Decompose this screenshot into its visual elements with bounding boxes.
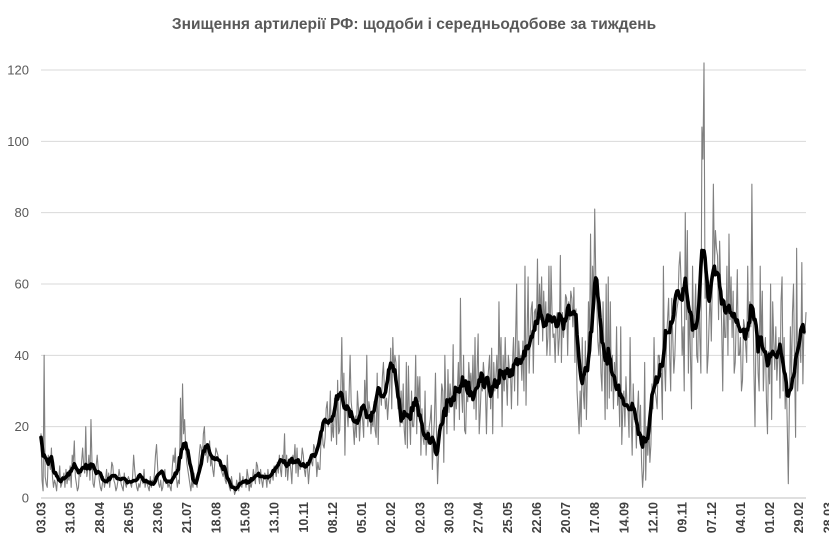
- y-tick-label: 100: [7, 134, 29, 149]
- y-tick-label: 20: [15, 419, 29, 434]
- series-lines: [39, 62, 807, 495]
- x-tick-label: 28.03: [821, 502, 829, 533]
- y-tick-label: 80: [15, 205, 29, 220]
- x-tick-label: 25.05: [501, 502, 515, 533]
- x-tick-label: 09.11: [676, 502, 690, 533]
- y-tick-label: 40: [15, 348, 29, 363]
- x-tick-label: 26.05: [122, 502, 136, 533]
- y-tick-label: 60: [15, 277, 29, 292]
- y-tick-labels: 0 20 40 60 80 100 120: [7, 63, 29, 506]
- x-tick-label: 18.08: [209, 502, 223, 533]
- y-tick-label: 0: [22, 491, 29, 506]
- x-tick-label: 01.02: [763, 502, 777, 533]
- x-tick-label: 12.10: [647, 502, 661, 533]
- x-tick-label: 08.12: [326, 502, 340, 533]
- x-tick-label: 14.09: [617, 502, 631, 533]
- x-tick-label: 23.06: [151, 502, 165, 533]
- x-tick-label: 17.08: [588, 502, 602, 533]
- x-tick-label: 30.03: [443, 502, 457, 533]
- x-tick-label: 15.09: [239, 502, 253, 533]
- x-tick-label: 07.12: [705, 502, 719, 533]
- x-tick-label: 22.06: [530, 502, 544, 533]
- x-tick-label: 13.10: [268, 502, 282, 533]
- x-tick-label: 10.11: [297, 502, 311, 533]
- x-tick-label: 29.02: [792, 502, 806, 533]
- series-line-weekly-average: [39, 248, 806, 492]
- x-tick-label: 28.04: [93, 502, 107, 533]
- x-tick-label: 21.07: [180, 502, 194, 533]
- x-tick-label: 04.01: [734, 502, 748, 533]
- x-tick-label: 20.07: [559, 502, 573, 533]
- x-tick-label: 02.03: [413, 502, 427, 533]
- chart-title: Знищення артилерії РФ: щодоби і середньо…: [172, 16, 656, 33]
- x-tick-labels: 03.03 31.03 28.04 26.05 23.06 21.07 18.08 15.09…: [35, 502, 829, 533]
- x-tick-label: 31.03: [64, 502, 78, 533]
- x-tick-label: 03.03: [35, 502, 49, 533]
- series-line-daily: [40, 62, 807, 495]
- x-tick-label: 02.02: [384, 502, 398, 533]
- y-tick-label: 120: [7, 63, 29, 78]
- x-tick-label: 27.04: [472, 502, 486, 533]
- grid-lines: [41, 69, 806, 428]
- x-tick-label: 05.01: [355, 502, 369, 533]
